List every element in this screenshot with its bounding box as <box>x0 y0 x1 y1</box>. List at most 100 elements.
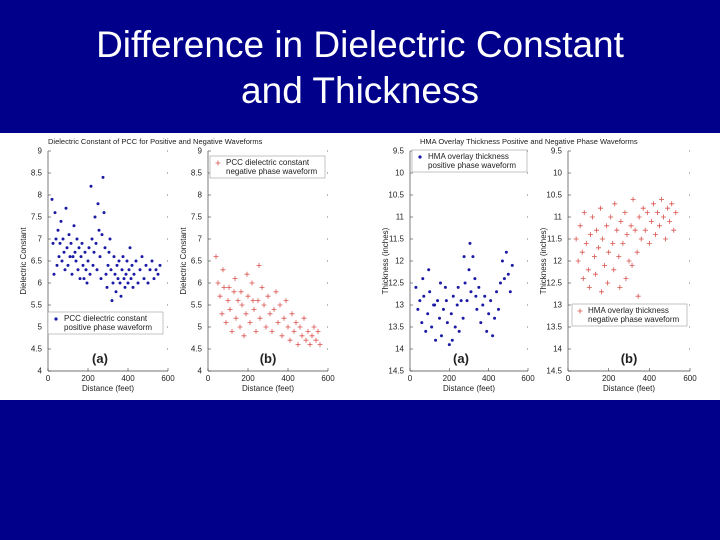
chart-2-point <box>433 303 437 307</box>
chart-0-point <box>90 237 94 241</box>
chart-3-point <box>671 227 677 233</box>
chart-0-point <box>142 277 146 281</box>
chart-2-point <box>430 325 434 329</box>
chart-2-legend-entry: positive phase waveform <box>428 161 516 170</box>
chart-0-point <box>144 263 148 267</box>
chart-1-legend-marker <box>215 160 221 166</box>
chart-2-point <box>441 307 445 311</box>
chart-3-point <box>599 289 605 295</box>
chart-0-point <box>82 277 86 281</box>
chart-0-point <box>146 281 150 285</box>
chart-1-point <box>221 284 227 290</box>
chart-1-point <box>279 333 285 339</box>
chart-1-point <box>309 333 315 339</box>
chart-3-point <box>581 210 587 216</box>
chart-2-y-tick-label: 13.5 <box>388 323 404 332</box>
chart-0-title: Dielectric Constant of PCC for Positive … <box>48 137 263 146</box>
chart-0-y-tick-label: 7 <box>38 235 43 244</box>
chart-2-point <box>504 250 508 254</box>
chart-0-point <box>121 255 125 259</box>
chart-2-point <box>434 338 438 342</box>
chart-0-point <box>131 285 135 289</box>
chart-1-point <box>257 315 263 321</box>
chart-2-point <box>500 259 504 263</box>
chart-3-point <box>659 196 665 202</box>
chart-0-point <box>119 294 123 298</box>
chart-0-y-tick-label: 6.5 <box>31 257 43 266</box>
chart-2-point <box>475 307 479 311</box>
chart-3-point <box>646 240 652 246</box>
chart-3-y-tick-label: 14 <box>553 345 562 354</box>
chart-3-point <box>620 240 626 246</box>
chart-2-y-tick-label: 10 <box>395 169 404 178</box>
chart-0-point <box>58 241 62 245</box>
chart-0-point <box>148 268 152 272</box>
chart-0-point <box>124 272 128 276</box>
chart-0-point <box>123 285 127 289</box>
chart-3-y-label: Thickness (inches) <box>539 227 548 294</box>
chart-0-point <box>152 277 156 281</box>
chart-1-point <box>225 298 231 304</box>
chart-3-point <box>598 205 604 211</box>
chart-3-point <box>669 201 675 207</box>
chart-1-point <box>245 293 251 299</box>
chart-2-point <box>497 307 500 311</box>
chart-2-x-tick-label: 600 <box>521 374 535 383</box>
chart-0-legend-entry: PCC dielectric constant <box>64 314 148 323</box>
chart-1-point <box>259 284 265 290</box>
chart-3-point <box>583 240 589 246</box>
chart-3-point <box>623 276 629 282</box>
chart-0-point <box>70 272 74 276</box>
chart-1-y-tick-label: 9 <box>198 147 203 156</box>
chart-2-point <box>465 299 469 303</box>
chart-0-point <box>99 277 103 281</box>
chart-1-point <box>271 306 277 312</box>
chart-3-point <box>650 201 656 207</box>
chart-1-point <box>223 320 229 326</box>
chart-2-point <box>444 299 448 303</box>
chart-3-legend-entry: HMA overlay thickness <box>588 306 669 315</box>
chart-1-point <box>285 324 291 330</box>
chart-0-point <box>72 224 76 228</box>
chart-1-point <box>217 293 223 299</box>
chart-3-point <box>636 214 642 220</box>
chart-2-y-tick-label: 11 <box>396 213 405 222</box>
chart-1-point <box>213 254 219 260</box>
chart-0-point <box>128 246 132 250</box>
chart-3-point <box>604 223 610 229</box>
chart-0-point <box>53 211 57 215</box>
chart-1-point <box>233 315 239 321</box>
chart-2-y-tick-label: 10.5 <box>388 191 404 200</box>
chart-3-point <box>644 210 650 216</box>
chart-1-point <box>305 328 311 334</box>
chart-2-point <box>481 303 485 307</box>
chart-1-y-label: Dielectric Constant <box>179 227 188 295</box>
chart-2-point <box>479 321 483 325</box>
chart-2-point <box>439 334 443 338</box>
chart-0-y-tick-label: 8.5 <box>31 169 43 178</box>
chart-3-point <box>612 201 618 207</box>
chart-1-x-tick-label: 200 <box>241 374 255 383</box>
chart-3-point <box>586 284 592 290</box>
chart-2-y-tick-label: 9.5 <box>393 147 405 156</box>
chart-1-point <box>231 289 237 295</box>
chart-1-x-tick-label: 400 <box>281 374 295 383</box>
chart-1-point <box>291 328 297 334</box>
chart-3-point <box>632 227 638 233</box>
chart-3-point <box>573 236 579 242</box>
chart-1-point <box>317 342 323 348</box>
chart-2-point <box>463 281 467 285</box>
chart-0-point <box>78 277 82 281</box>
slide-title-line-2: and Thickness <box>241 70 479 111</box>
chart-1-point <box>229 328 235 334</box>
chart-0-point <box>114 290 118 294</box>
chart-2-point <box>445 321 449 325</box>
chart-0-point <box>106 263 110 267</box>
chart-3-point <box>661 214 667 220</box>
chart-1-point <box>297 324 303 330</box>
chart-1-point <box>251 306 257 312</box>
chart-3-y-tick-label: 9.5 <box>551 147 563 156</box>
chart-0-point <box>118 281 122 285</box>
chart-2-point <box>469 290 473 294</box>
chart-1-point <box>253 328 259 334</box>
